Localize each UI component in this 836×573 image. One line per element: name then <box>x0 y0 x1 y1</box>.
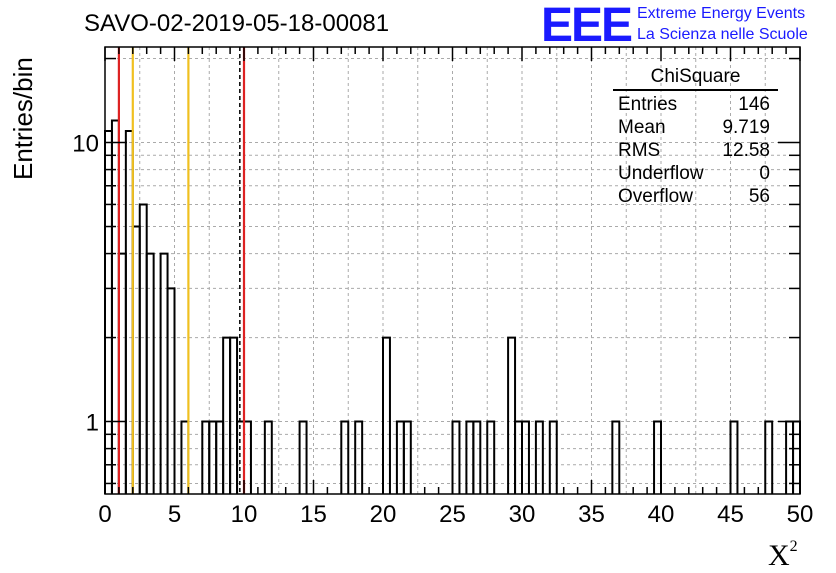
histogram-bin <box>402 420 412 494</box>
x-tick-label: 25 <box>439 501 466 528</box>
chart-title: SAVO-02-2019-05-18-00081 <box>84 10 390 37</box>
stats-label: Entries <box>618 94 678 115</box>
histogram-bin <box>521 420 530 494</box>
histogram-bin <box>166 287 176 494</box>
histogram-bin <box>764 420 774 494</box>
histogram-bin <box>382 336 391 494</box>
x-tick-label: 40 <box>648 501 675 528</box>
histogram-bin <box>340 420 350 494</box>
axis-ticks <box>104 47 801 494</box>
x-tick-label: 30 <box>509 501 536 528</box>
y-tick-labels: 1 10 <box>72 131 99 437</box>
stats-label: Overflow <box>618 186 693 207</box>
x-tick-label: 5 <box>168 501 181 528</box>
x-tick-label: 15 <box>300 501 327 528</box>
histogram-bin <box>729 420 739 494</box>
logo-line2: La Scienza nelle Scuole <box>637 26 808 43</box>
logo-caption: Extreme Energy Events La Scienza nelle S… <box>637 3 808 45</box>
histogram-bin <box>229 336 239 494</box>
histogram-bin <box>534 420 544 494</box>
x-tick-label: 35 <box>578 501 605 528</box>
histogram-bin <box>298 420 308 494</box>
marker-lines <box>117 47 246 494</box>
x-axis-label-base: X <box>768 539 790 572</box>
x-tick-label: 10 <box>231 501 258 528</box>
histogram-bin <box>507 336 517 494</box>
histogram-bin <box>472 420 482 494</box>
x-axis-label-sup: 2 <box>789 538 798 555</box>
stats-row: Entries 146 <box>610 93 778 116</box>
histogram-bin <box>611 420 621 494</box>
histogram-bin <box>145 252 155 494</box>
stats-row: Overflow 56 <box>610 185 778 208</box>
stats-row: Mean 9.719 <box>610 116 778 139</box>
x-tick-label: 45 <box>717 501 744 528</box>
x-tick-label: 0 <box>98 501 111 528</box>
stats-label: RMS <box>618 140 661 161</box>
stats-value: 146 <box>738 94 770 115</box>
stats-label: Mean <box>618 117 666 138</box>
histogram-bin <box>548 420 558 494</box>
histogram-bin <box>159 252 169 494</box>
histogram-bin <box>486 420 496 494</box>
histogram-bin <box>653 420 662 494</box>
stats-title: ChiSquare <box>613 66 778 91</box>
histogram-bin <box>138 203 148 494</box>
logo-line1: Extreme Energy Events <box>637 5 806 22</box>
stats-row: RMS 12.58 <box>610 139 778 162</box>
histogram-bin <box>222 336 232 494</box>
grid-lines <box>105 47 800 494</box>
y-tick-label: 1 <box>86 410 99 437</box>
y-axis-label: Entries/bin <box>8 57 38 180</box>
stats-box: ChiSquare Entries 146 Mean 9.719 RMS 12.58 … <box>610 66 778 208</box>
stats-row: Underflow 0 <box>610 162 778 185</box>
eee-logo: EEE <box>541 0 633 52</box>
histogram-bin <box>263 420 273 494</box>
stats-label: Underflow <box>618 163 704 184</box>
x-tick-labels: 0 5 10 15 20 25 30 35 40 45 50 <box>98 501 813 528</box>
stats-value: 0 <box>759 163 770 184</box>
x-axis-label: X2 <box>768 538 798 573</box>
stats-value: 9.719 <box>722 117 770 138</box>
y-tick-label: 10 <box>72 131 99 158</box>
histogram-bin <box>451 420 461 494</box>
histogram-bin <box>354 420 364 494</box>
stats-value: 56 <box>748 186 770 207</box>
stats-value: 12.58 <box>722 140 770 161</box>
x-tick-label: 50 <box>787 501 814 528</box>
x-tick-label: 20 <box>370 501 397 528</box>
